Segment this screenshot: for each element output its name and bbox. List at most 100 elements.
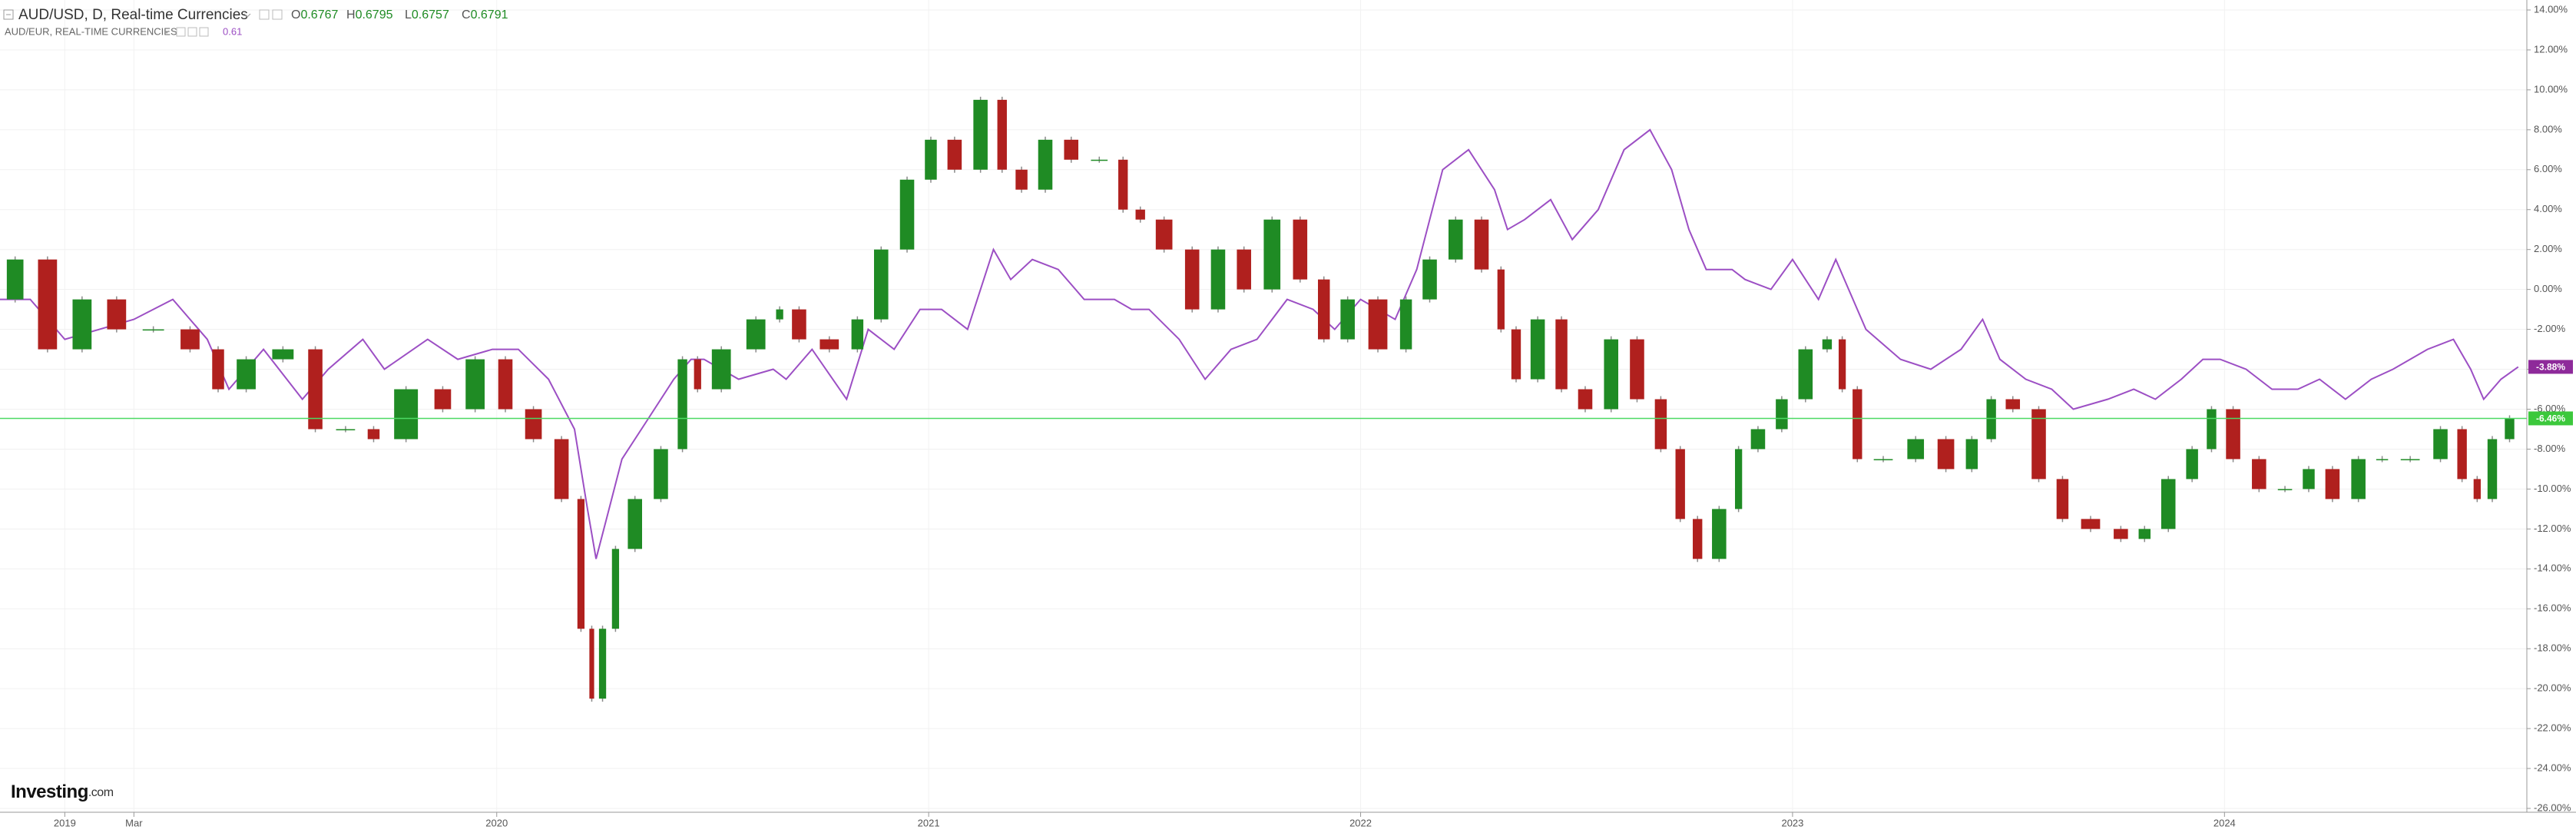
candle-body xyxy=(2160,479,2176,529)
visibility-icon[interactable] xyxy=(176,27,186,37)
ohlc-item: L0.6757 xyxy=(405,8,449,22)
candle-body xyxy=(2081,519,2101,529)
candle-body xyxy=(1873,459,1893,460)
logo-suffix: .com xyxy=(88,786,114,799)
settings-icon[interactable] xyxy=(259,9,270,20)
y-tick-label: -20.00% xyxy=(2534,682,2571,694)
ohlc-key: L xyxy=(405,8,412,22)
candle-body xyxy=(1448,219,1463,260)
candle-body xyxy=(1530,319,1545,380)
candle-body xyxy=(1675,449,1685,519)
y-tick-label: -26.00% xyxy=(2534,801,2571,813)
candle-body xyxy=(2376,459,2389,460)
candle-body xyxy=(2056,479,2069,519)
close-icon[interactable] xyxy=(272,9,283,20)
candle-body xyxy=(336,429,356,430)
candle-body xyxy=(654,449,668,499)
logo-word: Investing xyxy=(11,782,88,802)
candle-body xyxy=(2114,529,2128,539)
y-tick-label: -2.00% xyxy=(2534,323,2566,334)
price-tag xyxy=(2528,360,2573,374)
settings-icon[interactable] xyxy=(187,27,197,37)
candle-body xyxy=(38,259,58,350)
candle-body xyxy=(1038,139,1053,190)
candle-body xyxy=(1237,249,1251,290)
candle-body xyxy=(874,249,889,320)
candle-body xyxy=(746,319,766,350)
candle-body xyxy=(72,299,92,350)
candle-body xyxy=(1693,519,1703,559)
candle-body xyxy=(1368,299,1388,350)
candle-body xyxy=(1937,439,1955,470)
candle-body xyxy=(2303,469,2315,490)
candle-body xyxy=(367,429,380,440)
candle-body xyxy=(1654,399,1667,450)
candle-body xyxy=(2351,459,2366,499)
y-tick-label: -10.00% xyxy=(2534,483,2571,494)
y-tick-label: -18.00% xyxy=(2534,642,2571,654)
candle-body xyxy=(819,339,839,350)
candle-body xyxy=(2138,529,2151,539)
grid xyxy=(0,0,2527,812)
candle-body xyxy=(1907,439,1925,460)
ohlc-key: C xyxy=(462,8,471,22)
candle-body xyxy=(1155,219,1173,250)
candle-body xyxy=(554,439,569,499)
candle-body xyxy=(1422,259,1437,300)
candle-body xyxy=(1776,399,1788,430)
candle-body xyxy=(1986,399,1996,440)
candle-body xyxy=(1965,439,1978,470)
candle-body xyxy=(1555,319,1568,390)
candle-body xyxy=(1822,339,1833,350)
candle-body xyxy=(2252,459,2266,490)
candle-body xyxy=(2226,409,2240,460)
candle-body xyxy=(1399,299,1412,350)
y-tick-label: -22.00% xyxy=(2534,722,2571,734)
candle-body xyxy=(997,99,1007,170)
x-tick-label: 2023 xyxy=(1781,817,1803,828)
candle-body xyxy=(1210,249,1226,310)
y-tick-label: 4.00% xyxy=(2534,203,2562,214)
candle-body xyxy=(2325,469,2340,499)
candle-body xyxy=(2005,399,2021,410)
y-tick-label: 10.00% xyxy=(2534,83,2568,95)
y-tick-label: -6.00% xyxy=(2534,403,2566,414)
x-tick-label: Mar xyxy=(125,817,143,828)
dropdown-icon[interactable] xyxy=(164,30,170,34)
candle-body xyxy=(1838,339,1846,390)
candle-body xyxy=(947,139,962,170)
candle-body xyxy=(973,99,988,170)
x-tick-label: 2024 xyxy=(2213,817,2236,828)
ohlc-item: C0.6791 xyxy=(462,8,508,22)
ohlc-value: 0.6791 xyxy=(471,8,508,22)
candle-body xyxy=(792,309,806,340)
close-icon[interactable] xyxy=(199,27,209,37)
candle-body xyxy=(2207,409,2217,450)
candle-body xyxy=(1750,429,1766,450)
candle-body xyxy=(237,359,256,390)
candle-body xyxy=(1497,269,1505,330)
candle-body xyxy=(577,499,585,629)
y-tick-label: 14.00% xyxy=(2534,3,2568,15)
candle-body xyxy=(899,179,915,250)
compare-price: 0.61 xyxy=(223,25,242,37)
price-tag xyxy=(2528,411,2573,426)
dropdown-icon[interactable] xyxy=(243,13,251,18)
ohlc-item: O0.6767 xyxy=(291,8,338,22)
candle-body xyxy=(1135,209,1145,220)
series-title: AUD/USD, D, Real-time Currencies xyxy=(18,7,248,23)
candle-body xyxy=(465,359,485,410)
candle-body xyxy=(525,409,542,440)
candle-body xyxy=(776,309,783,320)
candle-body xyxy=(598,629,607,699)
candle-body xyxy=(1712,509,1727,559)
candle-body xyxy=(589,629,594,699)
y-tick-label: -12.00% xyxy=(2534,523,2571,534)
candle-body xyxy=(2457,429,2467,480)
collapse-icon[interactable] xyxy=(3,9,14,20)
axes: 14.00% 12.00% 10.00% 8.00% 6.00% 4.00% 2.00% 0.… xyxy=(54,3,2571,828)
candle-body xyxy=(2400,459,2420,460)
y-tick-label: -14.00% xyxy=(2534,563,2571,574)
candle-body xyxy=(2186,449,2198,480)
